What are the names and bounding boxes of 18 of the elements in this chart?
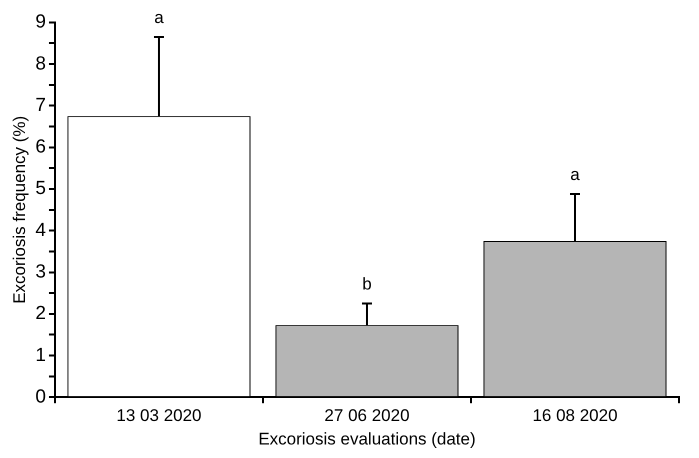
- y-tick-label: 0: [35, 386, 46, 408]
- x-tick-label: 27 06 2020: [324, 406, 410, 426]
- y-tick-label: 4: [35, 220, 46, 241]
- y-tick-label: 8: [35, 53, 46, 74]
- annotation: a: [570, 165, 580, 184]
- y-axis-title: Excoriosis frequency (%): [10, 116, 29, 304]
- x-tick-label: 13 03 2020: [116, 406, 202, 426]
- y-tick-label: 1: [35, 344, 46, 366]
- y-tick-label: 7: [35, 94, 46, 116]
- y-tick-label: 6: [35, 136, 46, 158]
- annotation: b: [362, 274, 372, 294]
- x-tick-label: 16 08 2020: [532, 406, 618, 426]
- x-axis-title: Excoriosis evaluations (date): [258, 429, 476, 448]
- y-tick-label: 3: [35, 262, 46, 282]
- y-tick-label: 5: [35, 178, 46, 200]
- y-tick-label: 9: [35, 12, 46, 33]
- annotation: a: [154, 8, 164, 28]
- y-tick-label: 2: [35, 303, 46, 324]
